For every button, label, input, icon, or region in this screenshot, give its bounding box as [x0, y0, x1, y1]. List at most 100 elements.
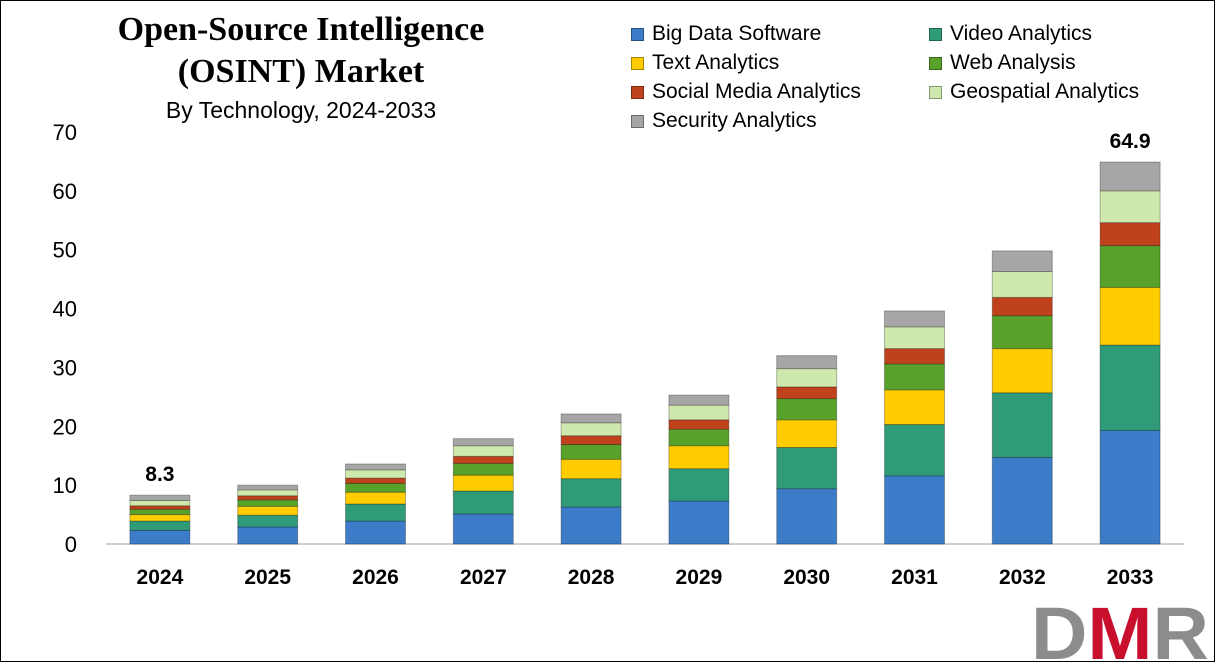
- bar-segment-video-analytics-2033: [1099, 344, 1161, 431]
- bar-segment-security-analytics-2026: [345, 463, 406, 471]
- y-tick-label: 50: [53, 238, 77, 263]
- legend-item-geospatial-analytics: Geospatial Analytics: [929, 79, 1189, 105]
- bar-segment-big-data-software-2028: [560, 506, 622, 545]
- bar-segment-security-analytics-2029: [668, 394, 730, 406]
- bar-segment-social-media-analytics-2027: [452, 455, 514, 464]
- x-tick-label-2028: 2028: [568, 566, 615, 589]
- chart-legend: Big Data Software Video Analytics Text Ana…: [631, 21, 1191, 134]
- x-tick-label-2031: 2031: [891, 566, 938, 589]
- bar-segment-security-analytics-2028: [560, 413, 622, 424]
- bar-segment-web-analysis-2026: [345, 482, 406, 493]
- bar-segment-web-analysis-2031: [884, 363, 945, 391]
- bar-segment-geospatial-analytics-2032: [991, 270, 1053, 298]
- bar-segment-big-data-software-2032: [991, 456, 1053, 545]
- bar-segment-web-analysis-2027: [452, 462, 514, 476]
- bar-segment-video-analytics-2027: [452, 490, 514, 515]
- bar-segment-security-analytics-2033: [1099, 161, 1161, 192]
- bar-segment-text-analytics-2033: [1099, 286, 1161, 346]
- bar-segment-security-analytics-2027: [452, 438, 514, 447]
- legend-swatch: [631, 85, 644, 99]
- chart-title-line-2: (OSINT) Market: [177, 53, 425, 90]
- y-tick-label: 10: [53, 473, 77, 498]
- bar-segment-text-analytics-2028: [560, 458, 622, 480]
- legend-label: Web Analysis: [950, 51, 1076, 74]
- bar-segment-geospatial-analytics-2031: [884, 326, 945, 350]
- chart-title: Open-Source Intelligence (OSINT) Market: [61, 9, 541, 93]
- legend-item-social-media-analytics: Social Media Analytics: [631, 79, 929, 105]
- bar-segment-web-analysis-2033: [1099, 245, 1161, 288]
- bar-segment-text-analytics-2031: [884, 389, 945, 426]
- x-tick-label-2029: 2029: [676, 566, 723, 589]
- y-tick-label: 40: [53, 297, 77, 322]
- y-tick-label: 0: [65, 532, 77, 557]
- bar-segment-big-data-software-2024: [129, 529, 191, 545]
- legend-swatch: [631, 56, 644, 70]
- bar-segment-geospatial-analytics-2029: [668, 404, 730, 421]
- bar-segment-video-analytics-2030: [776, 446, 838, 490]
- bar-segment-video-analytics-2026: [345, 503, 406, 522]
- bar-segment-social-media-analytics-2033: [1099, 222, 1161, 247]
- bar-segment-social-media-analytics-2025: [237, 495, 299, 501]
- bar-segment-social-media-analytics-2026: [345, 477, 406, 484]
- y-tick-label: 30: [53, 355, 77, 380]
- bar-segment-video-analytics-2028: [560, 478, 622, 508]
- bar-segment-web-analysis-2024: [129, 508, 191, 516]
- bar-segment-web-analysis-2032: [991, 315, 1053, 350]
- bar-segment-web-analysis-2029: [668, 428, 730, 447]
- bar-segment-video-analytics-2031: [884, 424, 945, 477]
- legend-label: Text Analytics: [652, 51, 780, 74]
- bar-segment-geospatial-analytics-2030: [776, 368, 838, 388]
- bar-segment-social-media-analytics-2030: [776, 386, 838, 400]
- bar-segment-big-data-software-2025: [237, 526, 299, 545]
- bar-segment-security-analytics-2025: [237, 484, 299, 491]
- y-tick-label: 60: [53, 179, 77, 204]
- legend-swatch: [631, 27, 644, 41]
- bar-segment-text-analytics-2024: [129, 514, 191, 522]
- bar-segment-web-analysis-2025: [237, 499, 299, 507]
- bar-segment-text-analytics-2032: [991, 348, 1053, 394]
- legend-label: Big Data Software: [652, 22, 822, 45]
- x-tick-label-2033: 2033: [1107, 566, 1154, 589]
- legend-swatch: [929, 85, 942, 99]
- logo-letter-r: R: [1153, 599, 1209, 661]
- bar-segment-social-media-analytics-2029: [668, 419, 730, 430]
- bar-segment-geospatial-analytics-2026: [345, 469, 406, 479]
- chart-subtitle: By Technology, 2024-2033: [165, 97, 437, 123]
- bar-segment-security-analytics-2032: [991, 250, 1053, 272]
- bar-segment-text-analytics-2029: [668, 445, 730, 470]
- legend-label: Video Analytics: [950, 22, 1093, 45]
- legend-swatch: [631, 114, 644, 128]
- bar-segment-web-analysis-2028: [560, 444, 622, 460]
- bar-segment-security-analytics-2031: [884, 310, 945, 328]
- bar-segment-geospatial-analytics-2028: [560, 422, 622, 437]
- bar-segment-geospatial-analytics-2024: [129, 499, 191, 507]
- bar-segment-security-analytics-2030: [776, 355, 838, 370]
- dmr-logo: DMR: [1031, 599, 1209, 661]
- legend-label: Social Media Analytics: [652, 80, 861, 103]
- y-tick-label: 70: [53, 120, 77, 145]
- bar-segment-security-analytics-2024: [129, 494, 191, 501]
- bar-segment-geospatial-analytics-2025: [237, 489, 299, 497]
- legend-swatch: [929, 27, 942, 41]
- logo-letter-m: M: [1087, 599, 1152, 661]
- data-label-2024: 8.3: [145, 463, 174, 486]
- bar-segment-big-data-software-2029: [668, 500, 730, 545]
- bar-segment-social-media-analytics-2032: [991, 296, 1053, 317]
- legend-label: Geospatial Analytics: [950, 80, 1140, 103]
- bar-segment-text-analytics-2026: [345, 491, 406, 505]
- bar-segment-geospatial-analytics-2033: [1099, 190, 1161, 224]
- legend-swatch: [929, 56, 942, 70]
- x-tick-label-2032: 2032: [999, 566, 1046, 589]
- x-tick-label-2026: 2026: [352, 566, 399, 589]
- x-tick-label-2030: 2030: [783, 566, 830, 589]
- legend-item-security-analytics: Security Analytics: [631, 108, 929, 134]
- legend-item-video-analytics: Video Analytics: [929, 21, 1189, 47]
- legend-item-big-data-software: Big Data Software: [631, 21, 929, 47]
- chart-title-line-1: Open-Source Intelligence: [117, 11, 485, 48]
- bar-segment-video-analytics-2032: [991, 392, 1053, 458]
- data-label-2033: 64.9: [1110, 130, 1151, 153]
- bar-segment-geospatial-analytics-2027: [452, 445, 514, 457]
- bar-segment-big-data-software-2027: [452, 513, 514, 545]
- x-tick-label-2024: 2024: [137, 566, 184, 589]
